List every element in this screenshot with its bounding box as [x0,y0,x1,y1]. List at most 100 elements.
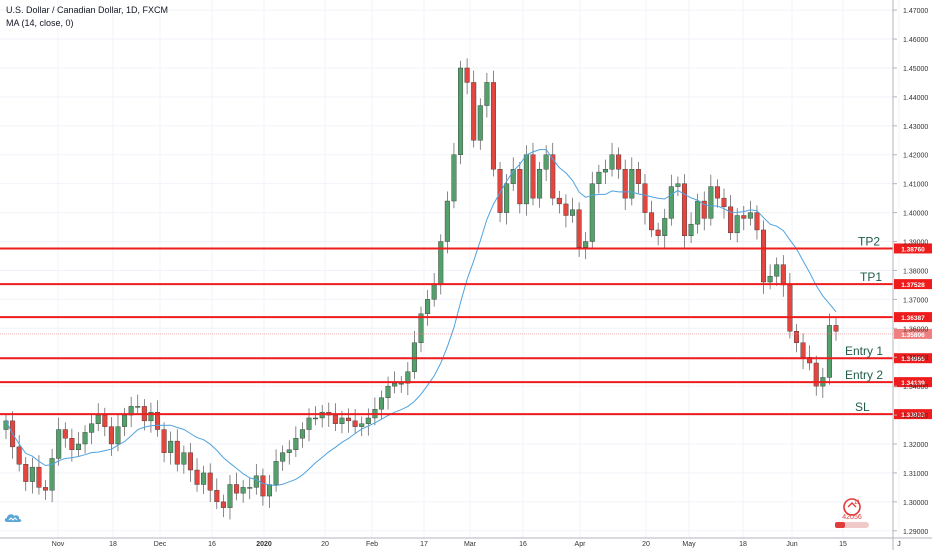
candle [451,142,457,209]
candle-body [458,67,464,155]
price-tick-label: 1.32000 [903,442,928,449]
level-price-tag [894,279,932,290]
price-tick-label: 1.40000 [903,211,928,218]
candle-body [273,461,279,485]
candle [833,318,839,341]
candle-body [576,209,582,248]
candle [668,174,674,226]
candle-body [214,490,220,503]
time-tick-label: Mar [464,541,477,548]
candle [247,477,253,500]
candle-body [425,299,431,315]
price-tick-label: 1.38000 [903,268,928,275]
candle-body [484,82,490,106]
candle-body [392,383,398,387]
candle-body [332,414,338,424]
candle [313,406,319,426]
candle [69,428,75,462]
candle-body [774,264,780,277]
price-tick-label: 1.36000 [903,326,928,333]
candle-body [148,411,154,422]
candle-body [365,417,371,424]
candle [43,480,49,500]
candle-body [563,203,569,216]
candle [616,147,622,179]
candle-body [29,466,35,482]
time-tick-label: Apr [575,541,587,548]
level-price-tag-text: 1.37528 [901,282,925,289]
candle-body [352,420,358,427]
candle [517,161,523,214]
candle [490,70,496,177]
candle-body [102,414,108,427]
level-price-tag-text: 1.33033 [901,412,925,419]
candle-body [346,417,352,422]
candle [596,164,602,194]
candle [793,323,799,353]
candle [155,400,161,437]
candle-body [543,154,549,170]
candle [29,457,35,494]
time-tick-label: Feb [366,541,378,548]
level-tp2: TP2 1.38760 [0,234,932,254]
candle [405,362,411,396]
candle [741,205,747,231]
candle [649,200,655,238]
time-tick-label: 18 [109,541,117,548]
candle-body [418,313,424,343]
time-tick-label: Dec [154,541,167,548]
price-tick-label: 1.44000 [903,95,928,102]
candle [681,174,687,248]
candle-body [675,183,681,187]
candle-body [181,452,187,465]
candle [813,355,819,396]
candle-body [747,212,753,219]
candle [214,478,220,510]
candle-body [36,466,42,488]
price-tick-label: 1.29000 [903,529,928,536]
candle-body [266,484,272,497]
cloud-logo-icon[interactable] [4,510,22,524]
candle-body [721,197,727,208]
candle [444,191,450,254]
candle [16,435,22,472]
level-sl: SL 1.33033 [0,400,932,420]
moving-average-series [5,149,837,487]
time-tick-label: 17 [420,541,428,548]
candle-body [3,420,9,430]
candle-body [431,284,437,300]
time-tick-label: 20 [642,541,650,548]
candle-body [714,186,720,199]
candle-body [754,212,760,231]
candle-body [556,197,562,205]
candle-body [629,169,635,199]
candle [826,313,832,385]
indicator-label: MA (14, close, 0) [6,18,74,28]
candle [471,70,477,148]
price-tick-label: 1.30000 [903,500,928,507]
candle-body [23,464,29,482]
candle-body [155,411,161,430]
price-tick-label: 1.34000 [903,384,928,391]
price-tick-label: 1.39000 [903,240,928,247]
candle [286,440,292,465]
candle [609,142,615,177]
candle-body [642,183,648,213]
candle [734,208,740,243]
level-price-tag [894,312,932,323]
candle-body [187,452,193,471]
candle-body [49,458,55,491]
candle-body [583,241,589,248]
candle [570,197,576,223]
current-price: 1.35806 [0,328,932,339]
candle-body [359,423,365,427]
candle-body [69,438,75,450]
candle [49,448,55,503]
publisher-badge-icon[interactable]: 11 42056 [832,496,872,530]
candle-body [609,154,615,170]
candle-body [688,223,694,236]
candle-body [220,501,226,508]
candle [635,161,641,194]
candle [75,432,81,458]
